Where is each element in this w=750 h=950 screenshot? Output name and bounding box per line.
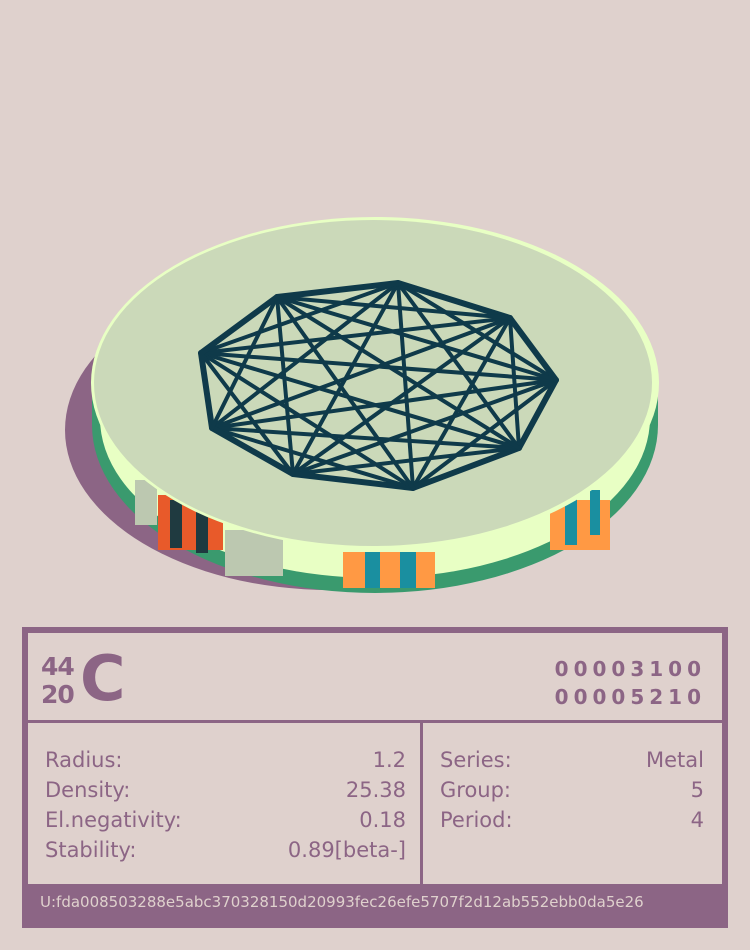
property-label: El.negativity: bbox=[45, 808, 182, 832]
property-row: Period: 4 bbox=[440, 805, 704, 835]
element-codes: 00003100 00005210 bbox=[555, 655, 706, 711]
card-header: 44 20 C 00003100 00005210 bbox=[28, 633, 722, 723]
property-row: El.negativity: 0.18 bbox=[45, 805, 406, 835]
property-row: Stability: 0.89[beta-] bbox=[45, 835, 406, 865]
property-value: 5 bbox=[690, 778, 704, 802]
graph-edge bbox=[291, 316, 512, 476]
property-value: 0.18 bbox=[359, 808, 406, 832]
graph-edge bbox=[210, 295, 279, 430]
graph-edge bbox=[275, 295, 512, 320]
graph-edge bbox=[275, 295, 521, 450]
graph-edge bbox=[210, 281, 400, 430]
graph-edge bbox=[291, 446, 521, 476]
mass-number: 44 bbox=[41, 652, 75, 681]
property-label: Radius: bbox=[45, 748, 123, 772]
graph-edge bbox=[411, 378, 558, 490]
graph-edge bbox=[290, 471, 416, 491]
graph-edge bbox=[199, 351, 558, 382]
nuclide-numbers: 44 20 bbox=[41, 652, 75, 709]
graph-edge bbox=[210, 378, 558, 430]
graph-edge bbox=[199, 351, 521, 450]
element-disc-illustration bbox=[65, 217, 659, 593]
property-value: 25.38 bbox=[345, 778, 406, 802]
graph-edge bbox=[396, 281, 415, 490]
property-label: Series: bbox=[440, 748, 512, 772]
property-value: 1.2 bbox=[372, 748, 406, 772]
atomic-number: 20 bbox=[41, 680, 75, 709]
property-row: Series: Metal bbox=[440, 745, 704, 775]
element-symbol: C bbox=[80, 642, 126, 715]
property-row: Radius: 1.2 bbox=[45, 745, 406, 775]
property-row: Density: 25.38 bbox=[45, 775, 406, 805]
graph-edge bbox=[210, 426, 521, 450]
graph-edge bbox=[210, 316, 512, 430]
graph-edge bbox=[275, 295, 415, 490]
graph-edge bbox=[199, 281, 400, 355]
graph-edge bbox=[275, 295, 558, 382]
disc-top bbox=[94, 220, 652, 546]
graph-edge bbox=[508, 316, 521, 450]
properties-right: Series: Metal Group: 5 Period: 4 bbox=[423, 723, 722, 886]
graph-edge bbox=[275, 295, 295, 476]
graph-edge bbox=[395, 280, 513, 321]
element-card: 44 20 C 00003100 00005210 Radius: 1.2 Den… bbox=[22, 627, 728, 928]
graph-edge bbox=[507, 315, 559, 383]
property-label: Density: bbox=[45, 778, 131, 802]
graph-edge bbox=[516, 377, 559, 451]
property-label: Period: bbox=[440, 808, 513, 832]
graph-edge bbox=[210, 426, 415, 490]
graph-edge bbox=[274, 280, 401, 300]
code-line-2: 00005210 bbox=[554, 685, 706, 709]
complete-graph-nonagon bbox=[198, 280, 559, 491]
properties-left: Radius: 1.2 Density: 25.38 El.negativity: 0… bbox=[28, 723, 423, 886]
property-value: 0.89[beta-] bbox=[287, 838, 406, 862]
property-value: 4 bbox=[690, 808, 704, 832]
graph-edge bbox=[198, 294, 280, 356]
graph-edge bbox=[198, 350, 215, 431]
property-row: Group: 5 bbox=[440, 775, 704, 805]
property-label: Group: bbox=[440, 778, 512, 802]
graph-edge bbox=[199, 351, 295, 476]
graph-edge bbox=[410, 445, 522, 491]
uid-footer: U:fda008503288e5abc370328150d20993fec26e… bbox=[28, 884, 722, 922]
code-line-1: 00003100 bbox=[554, 657, 706, 681]
property-value: Metal bbox=[646, 748, 704, 772]
graph-edge bbox=[209, 425, 296, 477]
property-label: Stability: bbox=[45, 838, 137, 862]
graph-edge bbox=[291, 378, 558, 476]
